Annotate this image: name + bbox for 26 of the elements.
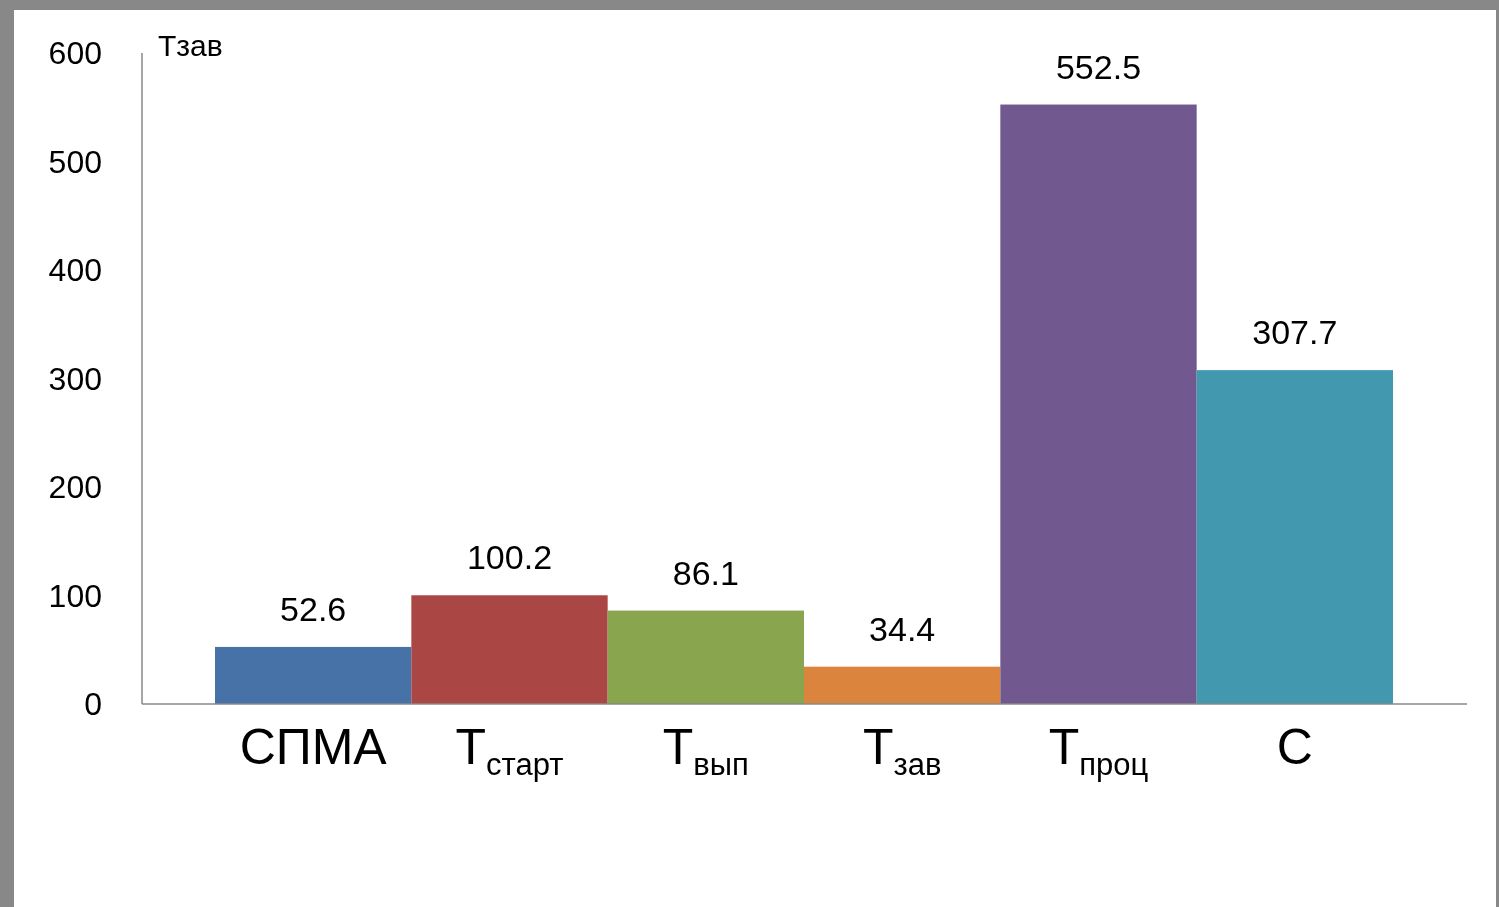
y-tick-label: 600: [48, 35, 102, 72]
bar: [1000, 104, 1197, 704]
data-label: 86.1: [672, 553, 739, 592]
y-axis-title: Tзав: [158, 29, 223, 62]
bar: [411, 595, 608, 704]
bar: [215, 646, 412, 704]
y-tick-label: 0: [84, 686, 102, 723]
data-label: 52.6: [280, 589, 347, 628]
data-label: 552.5: [1055, 47, 1142, 86]
bar: [607, 610, 804, 704]
bar: [1196, 370, 1393, 704]
y-tick-label: 100: [48, 577, 102, 614]
data-label: 307.7: [1252, 313, 1338, 352]
y-tick-label: 500: [48, 143, 102, 180]
x-tick-label: T$_{проц}$: [1048, 719, 1149, 782]
x-tick-label: T$_{старт}$: [455, 719, 564, 782]
data-label: 34.4: [869, 609, 936, 648]
x-tick-label: СПМА: [239, 719, 388, 775]
y-tick-label: 300: [48, 360, 102, 397]
x-tick-label: T$_{зав}$: [862, 719, 942, 782]
y-tick-label: 400: [48, 252, 102, 289]
data-label: 100.2: [466, 538, 553, 577]
x-tick-label: C: [1276, 719, 1313, 775]
y-tick-label: 200: [48, 469, 102, 506]
bar: [804, 666, 1001, 704]
x-tick-label: T$_{вып}$: [662, 719, 749, 782]
